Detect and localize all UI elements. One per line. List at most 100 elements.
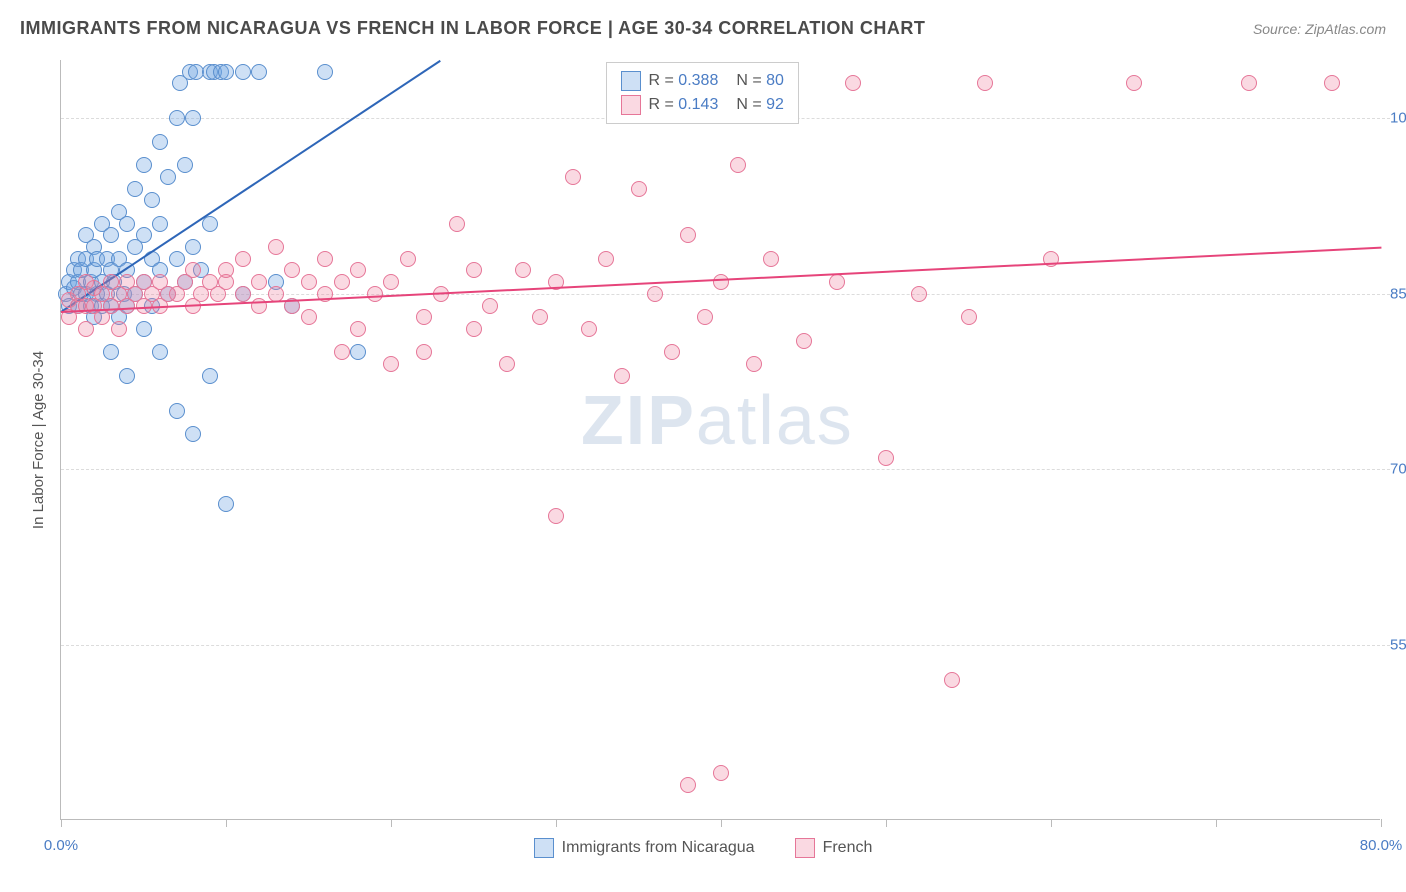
scatter-point <box>136 227 152 243</box>
watermark-light: atlas <box>696 381 854 459</box>
scatter-point <box>796 333 812 349</box>
scatter-point <box>235 251 251 267</box>
watermark-bold: ZIP <box>581 381 696 459</box>
scatter-point <box>334 344 350 360</box>
scatter-point <box>144 192 160 208</box>
scatter-point <box>367 286 383 302</box>
scatter-point <box>746 356 762 372</box>
legend-item: Immigrants from Nicaragua <box>534 838 755 858</box>
scatter-point <box>152 216 168 232</box>
scatter-point <box>136 157 152 173</box>
watermark: ZIPatlas <box>581 380 854 460</box>
scatter-point <box>218 496 234 512</box>
scatter-point <box>235 286 251 302</box>
scatter-point <box>482 298 498 314</box>
ytick-label: 55.0% <box>1390 636 1406 653</box>
scatter-point <box>111 321 127 337</box>
scatter-point <box>284 262 300 278</box>
chart-title: IMMIGRANTS FROM NICARAGUA VS FRENCH IN L… <box>20 18 925 39</box>
scatter-point <box>515 262 531 278</box>
scatter-point <box>251 274 267 290</box>
scatter-point <box>119 216 135 232</box>
scatter-point <box>251 64 267 80</box>
gridline <box>61 469 1390 470</box>
scatter-point <box>730 157 746 173</box>
scatter-point <box>350 262 366 278</box>
scatter-point <box>78 321 94 337</box>
scatter-point <box>565 169 581 185</box>
legend-item: French <box>795 838 873 858</box>
scatter-point <box>103 227 119 243</box>
legend-bottom: Immigrants from Nicaragua French <box>0 838 1406 858</box>
scatter-point <box>268 239 284 255</box>
scatter-point <box>944 672 960 688</box>
plot-area: ZIPatlas 55.0%70.0%85.0%100.0%0.0%80.0%R… <box>60 60 1380 820</box>
legend-swatch <box>621 95 641 115</box>
scatter-point <box>317 64 333 80</box>
trend-line <box>60 60 441 313</box>
scatter-point <box>185 426 201 442</box>
scatter-point <box>202 368 218 384</box>
legend-n: N = 92 <box>736 96 784 114</box>
scatter-point <box>499 356 515 372</box>
scatter-point <box>416 344 432 360</box>
scatter-point <box>680 227 696 243</box>
xtick <box>391 819 392 827</box>
scatter-point <box>680 777 696 793</box>
scatter-point <box>581 321 597 337</box>
scatter-point <box>334 274 350 290</box>
scatter-point <box>548 508 564 524</box>
scatter-point <box>532 309 548 325</box>
scatter-point <box>301 274 317 290</box>
xtick <box>226 819 227 827</box>
scatter-point <box>160 169 176 185</box>
scatter-point <box>185 239 201 255</box>
scatter-point <box>317 251 333 267</box>
legend-stats-row: R = 0.388N = 80 <box>621 69 784 93</box>
scatter-point <box>400 251 416 267</box>
xtick <box>886 819 887 827</box>
scatter-point <box>218 64 234 80</box>
legend-stats-row: R = 0.143 N = 92 <box>621 93 784 117</box>
scatter-point <box>763 251 779 267</box>
xtick <box>721 819 722 827</box>
legend-r: R = 0.143 <box>649 96 719 114</box>
scatter-point <box>845 75 861 91</box>
scatter-point <box>598 251 614 267</box>
legend-n: N = 80 <box>736 72 784 90</box>
scatter-point <box>713 274 729 290</box>
legend-swatch <box>795 838 815 858</box>
scatter-point <box>664 344 680 360</box>
scatter-point <box>350 344 366 360</box>
scatter-point <box>119 368 135 384</box>
xtick <box>1051 819 1052 827</box>
scatter-point <box>383 356 399 372</box>
scatter-point <box>878 450 894 466</box>
scatter-point <box>103 344 119 360</box>
legend-stats: R = 0.388N = 80 R = 0.143 N = 92 <box>606 62 799 124</box>
scatter-point <box>1324 75 1340 91</box>
gridline <box>61 645 1390 646</box>
scatter-point <box>251 298 267 314</box>
ytick-label: 70.0% <box>1390 461 1406 478</box>
scatter-point <box>961 309 977 325</box>
legend-label: Immigrants from Nicaragua <box>562 839 755 857</box>
scatter-point <box>631 181 647 197</box>
scatter-point <box>466 262 482 278</box>
scatter-point <box>713 765 729 781</box>
scatter-point <box>829 274 845 290</box>
scatter-point <box>697 309 713 325</box>
legend-swatch <box>534 838 554 858</box>
scatter-point <box>185 110 201 126</box>
scatter-point <box>449 216 465 232</box>
scatter-point <box>466 321 482 337</box>
source-label: Source: ZipAtlas.com <box>1253 21 1386 37</box>
scatter-point <box>614 368 630 384</box>
xtick <box>556 819 557 827</box>
ytick-label: 100.0% <box>1390 110 1406 127</box>
scatter-point <box>911 286 927 302</box>
y-axis-title: In Labor Force | Age 30-34 <box>30 351 47 529</box>
scatter-point <box>177 157 193 173</box>
scatter-point <box>647 286 663 302</box>
scatter-point <box>235 64 251 80</box>
